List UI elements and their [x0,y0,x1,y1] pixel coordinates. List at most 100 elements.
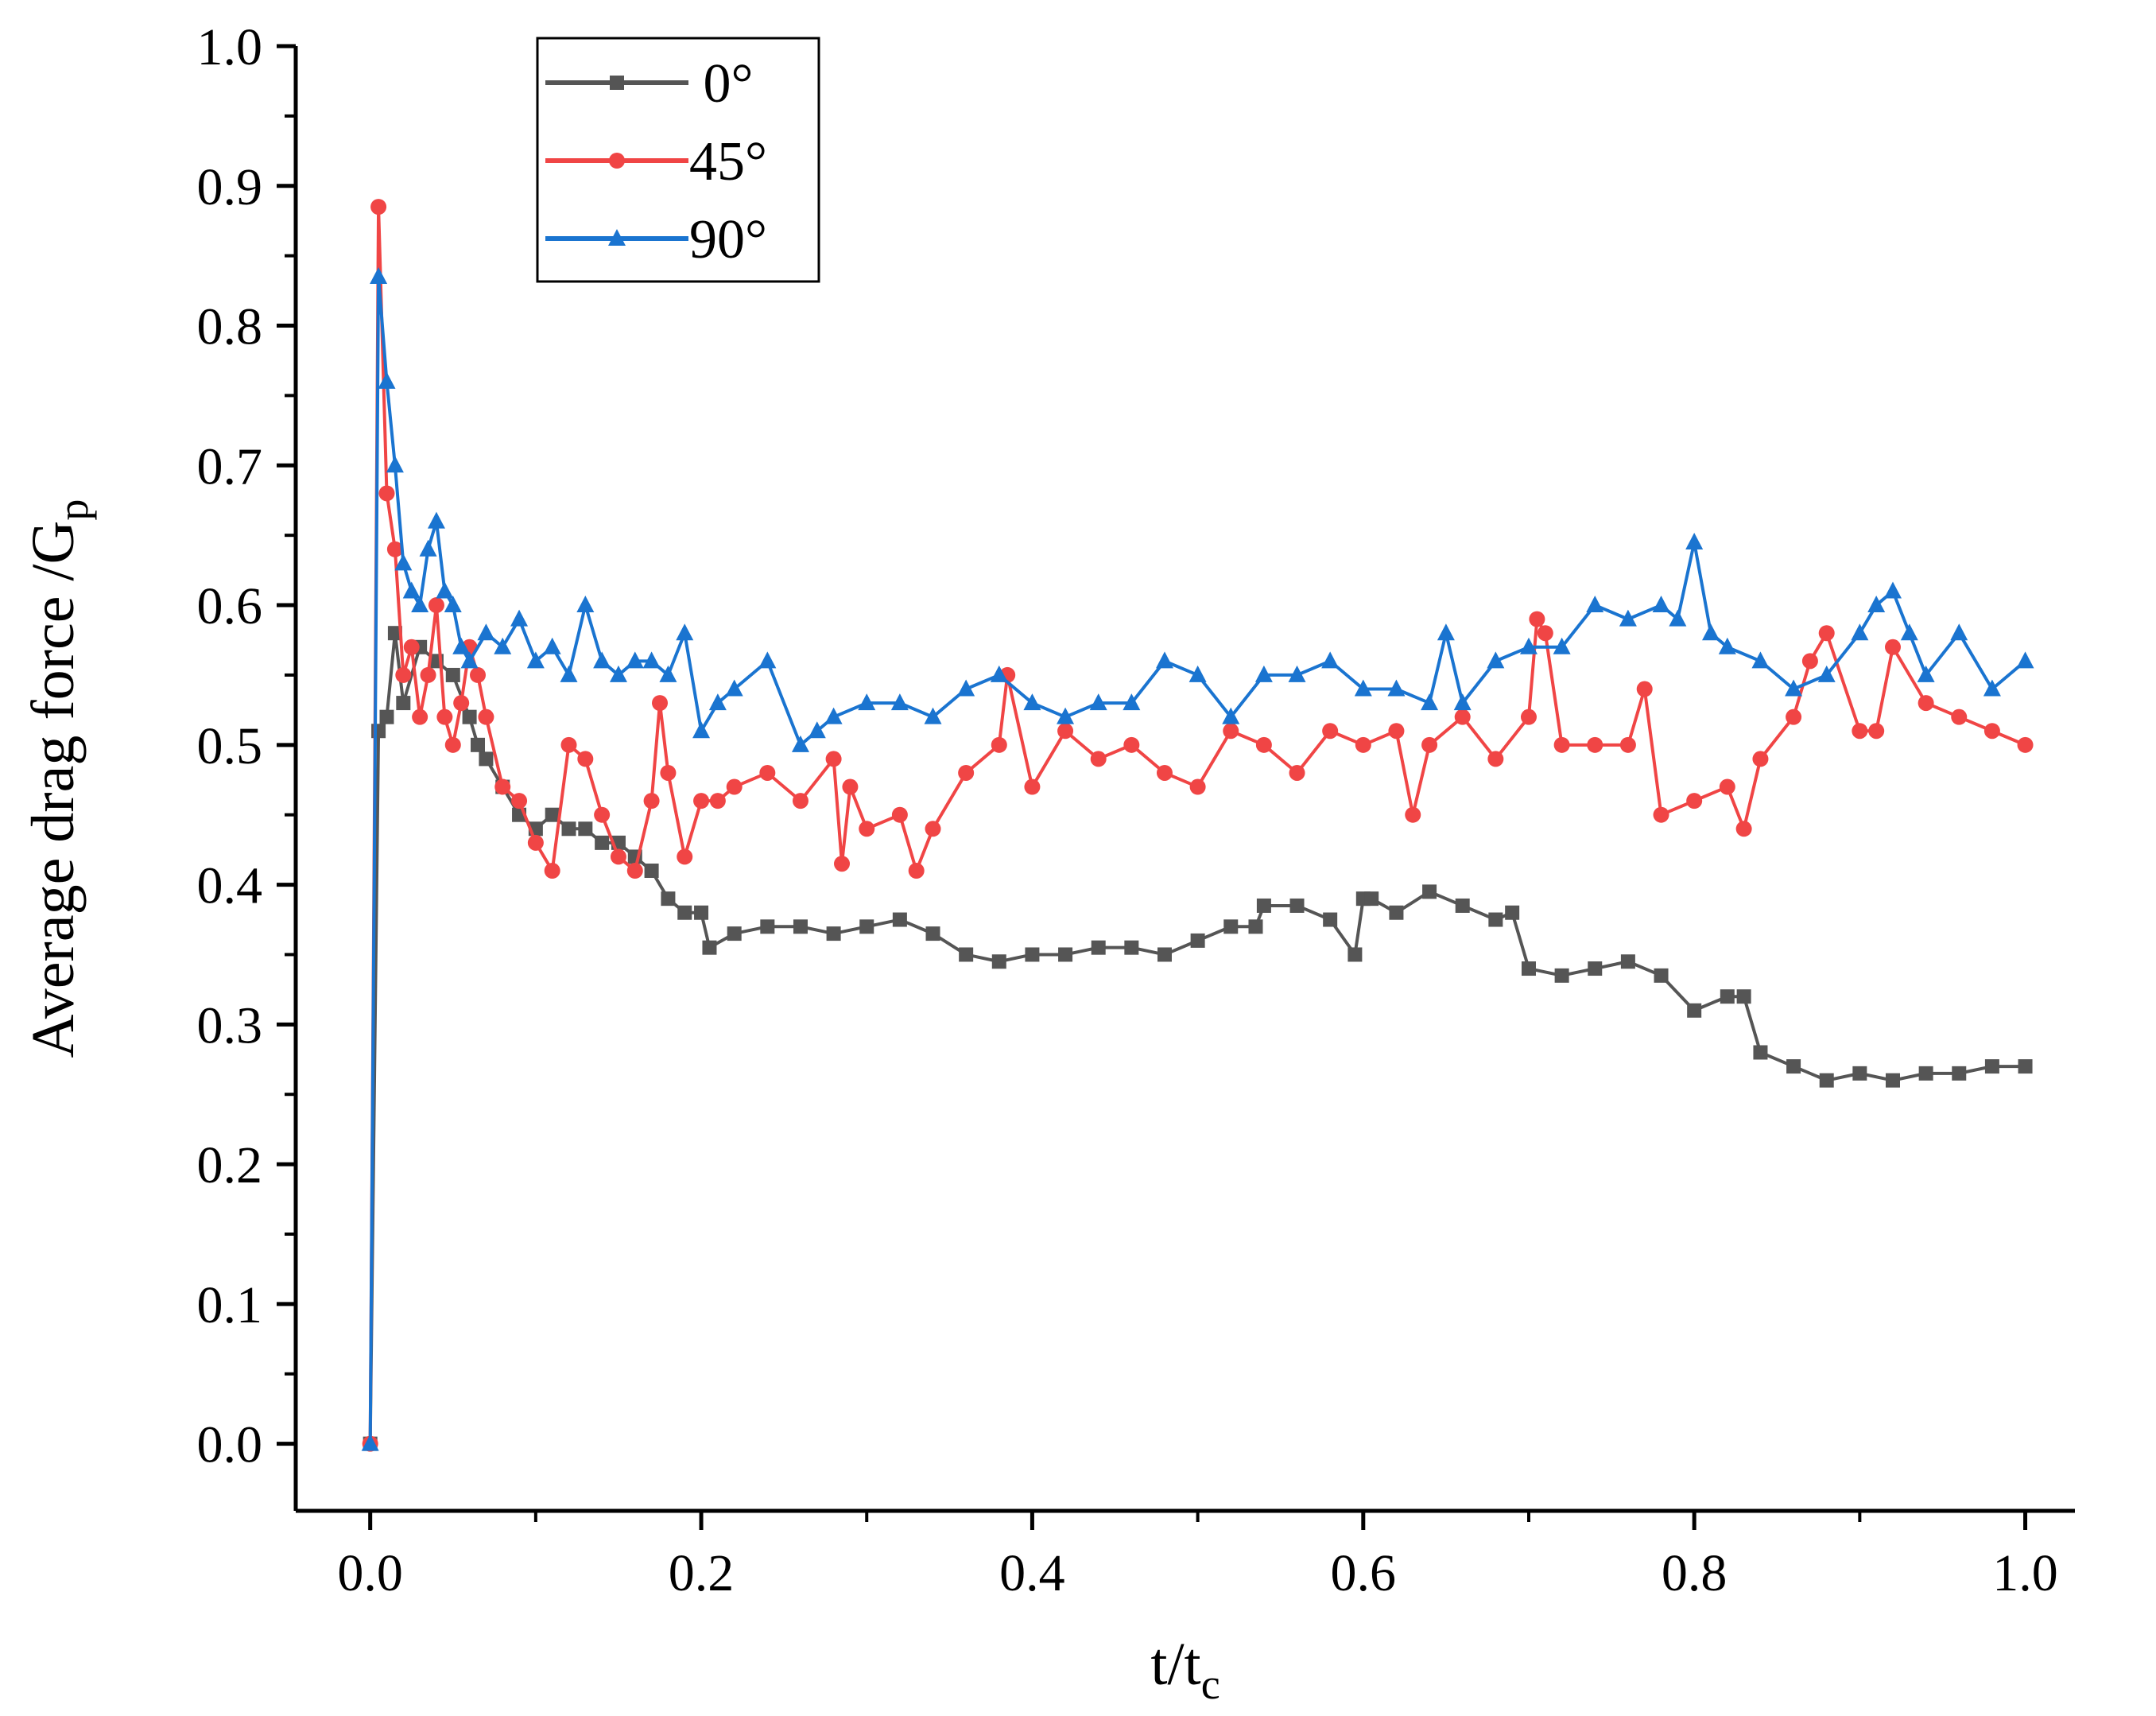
data-point-45deg [1818,625,1835,642]
data-point-45deg [1223,723,1239,740]
data-point-90deg [1387,679,1406,697]
data-point-90deg [626,651,644,669]
data-point-90deg [1867,596,1886,613]
x-tick-label: 0.4 [999,1544,1065,1602]
data-point-90deg [452,637,471,654]
data-point-90deg [1817,665,1836,682]
data-point-45deg [395,666,412,683]
data-point-90deg [576,596,595,613]
data-point-45deg [453,695,470,712]
data-point-0deg [1157,947,1172,962]
data-point-0deg [545,807,560,822]
x-axis-title-sub: c [1201,1660,1220,1708]
data-point-90deg [1851,623,1869,641]
data-point-0deg [1720,989,1735,1004]
data-point-90deg [692,721,711,739]
data-point-45deg [1801,653,1818,670]
data-point-45deg [1983,723,2000,740]
data-point-45deg [1752,751,1769,767]
data-point-0deg [1505,905,1520,920]
data-point-45deg [825,751,842,767]
data-point-0deg [1124,940,1139,955]
y-tick-label: 0.2 [197,1136,263,1194]
data-point-45deg [660,764,677,781]
data-point-90deg [477,623,495,641]
data-point-45deg [511,793,528,809]
axes: 0.0 0.1 0.2 0.3 0.4 0.5 0.6 0.7 0.8 0.9 1.0 0.0 0.2 0… [197,18,2075,1602]
data-point-0deg [1654,968,1669,983]
data-point-0deg [1248,919,1263,934]
series-line-90deg [368,275,2026,1444]
data-point-45deg [560,736,577,753]
y-tick-label: 0.9 [197,158,263,216]
data-point-45deg [412,709,428,725]
data-point-0deg [727,926,742,941]
x-tick-label: 0.0 [337,1544,403,1602]
y-tick-label: 0.3 [197,996,263,1054]
data-point-0deg [1819,1073,1834,1088]
data-point-45deg [1024,778,1041,795]
data-point-90deg [1487,651,1505,669]
data-point-45deg [428,597,444,614]
data-point-0deg [826,926,841,941]
legend-marker-45deg [609,153,625,169]
data-point-90deg [1785,679,1803,697]
y-tick-label: 0.1 [197,1276,263,1334]
data-point-90deg [642,651,661,669]
data-point-45deg [925,821,941,837]
data-point-90deg [1701,623,1720,641]
data-point-90deg [1254,665,1273,682]
data-point-45deg [626,863,643,879]
data-point-45deg [709,793,726,809]
data-point-90deg [427,511,445,529]
x-tick-label: 0.8 [1662,1544,1728,1602]
data-point-45deg [1057,723,1074,740]
data-point-45deg [1487,751,1504,767]
data-point-45deg [1405,806,1421,823]
data-point-0deg [702,940,717,955]
data-point-45deg [958,764,975,781]
data-point-90deg [386,456,404,473]
data-point-90deg [1553,637,1571,654]
data-point-45deg [370,199,387,215]
series-layer [361,199,2034,1452]
y-axis-title: Average drag force /Gp [20,499,97,1058]
data-point-90deg [2016,651,2034,669]
y-axis-title-sub: p [49,499,97,521]
data-point-90deg [1718,637,1736,654]
data-point-0deg [1025,947,1040,962]
data-point-45deg [1123,736,1140,753]
data-point-90deg [1586,596,1604,613]
data-point-45deg [527,834,544,851]
data-point-0deg [1289,898,1305,913]
data-point-0deg [1348,947,1363,962]
data-point-0deg [1488,912,1503,927]
data-point-45deg [1918,695,1934,712]
data-point-45deg [1520,709,1537,725]
data-point-90deg [924,707,942,724]
data-point-90deg [1222,707,1240,724]
data-point-45deg [1156,764,1173,781]
legend-marker-0deg [610,76,624,90]
data-point-90deg [676,623,694,641]
data-point-45deg [594,806,611,823]
data-point-0deg [578,821,593,837]
legend-label-90deg: 90° [689,209,767,270]
data-point-0deg [694,905,709,920]
data-point-45deg [1529,611,1545,627]
data-point-0deg [1364,891,1379,907]
data-point-45deg [1090,751,1107,767]
legend-label-45deg: 45° [689,131,767,192]
data-point-0deg [1521,961,1536,976]
data-point-90deg [361,1434,379,1451]
data-point-90deg [659,665,677,682]
y-tick-label: 0.7 [197,437,263,495]
data-point-45deg [1537,625,1553,642]
data-point-45deg [378,485,395,502]
data-point-90deg [1519,637,1538,654]
data-point-90deg [1421,693,1439,711]
data-point-45deg [643,793,660,809]
data-point-90deg [1883,581,1902,599]
data-point-90deg [1023,693,1041,711]
data-point-0deg [1323,912,1338,927]
